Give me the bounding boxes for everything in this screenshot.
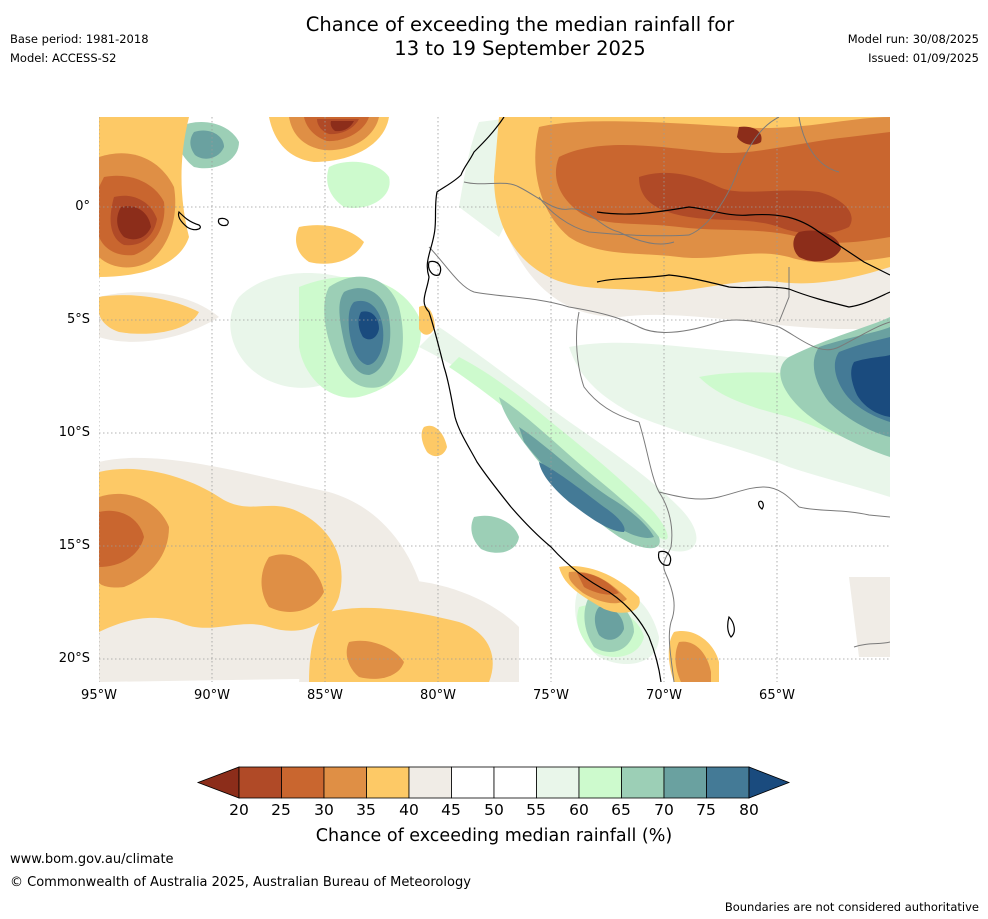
colorbar-upper-extend	[748, 766, 791, 799]
colorbar-cell	[238, 766, 282, 799]
colorbar-cell	[366, 766, 410, 799]
lon-label: 70°W	[646, 688, 682, 703]
colorbar-tick-label: 70	[654, 801, 674, 819]
lon-label: 85°W	[307, 688, 343, 703]
colorbar-tick-label: 40	[399, 801, 419, 819]
colorbar-cell	[408, 766, 452, 799]
lat-label: 5°S	[66, 312, 90, 327]
lon-label: 80°W	[420, 688, 456, 703]
colorbar-cell	[493, 766, 537, 799]
model-run-text: Model run: 30/08/2025	[847, 32, 979, 46]
colorbar-tick-label: 30	[314, 801, 334, 819]
colorbar-tick-label: 65	[611, 801, 631, 819]
colorbar-lower-extend	[196, 766, 240, 799]
copyright-text: © Commonwealth of Australia 2025, Austra…	[10, 875, 471, 890]
colorbar-cell	[578, 766, 622, 799]
colorbar-tick-label: 25	[271, 801, 291, 819]
colorbar-cell	[281, 766, 325, 799]
issued-date-text: Issued: 01/09/2025	[868, 51, 979, 65]
dry-extreme-areas	[117, 121, 841, 262]
colorbar-title: Chance of exceeding median rainfall (%)	[315, 826, 673, 846]
model-name-text: Model: ACCESS-S2	[10, 51, 117, 65]
colorbar-tick-label: 55	[526, 801, 546, 819]
colorbar-cell	[706, 766, 750, 799]
colorbar-cell	[663, 766, 707, 799]
lat-label: 15°S	[58, 538, 90, 553]
wet-extreme-areas	[358, 311, 890, 417]
country-borders	[428, 117, 890, 682]
colorbar-cell	[621, 766, 665, 799]
lon-label: 65°W	[759, 688, 795, 703]
colorbar-tick-label: 45	[441, 801, 461, 819]
colorbar-tick-label: 50	[484, 801, 504, 819]
colorbar-tick-label: 80	[739, 801, 759, 819]
colorbar-tick-label: 60	[569, 801, 589, 819]
colorbar-cell	[536, 766, 580, 799]
map-title: Chance of exceeding the median rainfall …	[0, 13, 988, 61]
base-period-text: Base period: 1981-2018	[10, 32, 149, 46]
colorbar-tick-label: 75	[696, 801, 716, 819]
colorbar-tick-label: 20	[229, 801, 249, 819]
colorbar	[196, 766, 791, 799]
website-url: www.bom.gov.au/climate	[10, 852, 174, 867]
map-title-line1: Chance of exceeding the median rainfall …	[305, 13, 735, 36]
lat-label: 10°S	[58, 425, 90, 440]
colorbar-tick-label: 35	[356, 801, 376, 819]
lon-label: 95°W	[81, 688, 117, 703]
lon-label: 75°W	[533, 688, 569, 703]
coastlines	[177, 117, 890, 682]
colorbar-cell	[323, 766, 367, 799]
lon-label: 90°W	[194, 688, 230, 703]
colorbar-cell	[451, 766, 495, 799]
lat-label: 20°S	[58, 651, 90, 666]
boundary-disclaimer: Boundaries are not considered authoritat…	[724, 900, 979, 914]
lat-label: 0°	[75, 199, 90, 214]
rainfall-probability-map	[99, 117, 890, 682]
map-title-line2: 13 to 19 September 2025	[394, 37, 646, 60]
